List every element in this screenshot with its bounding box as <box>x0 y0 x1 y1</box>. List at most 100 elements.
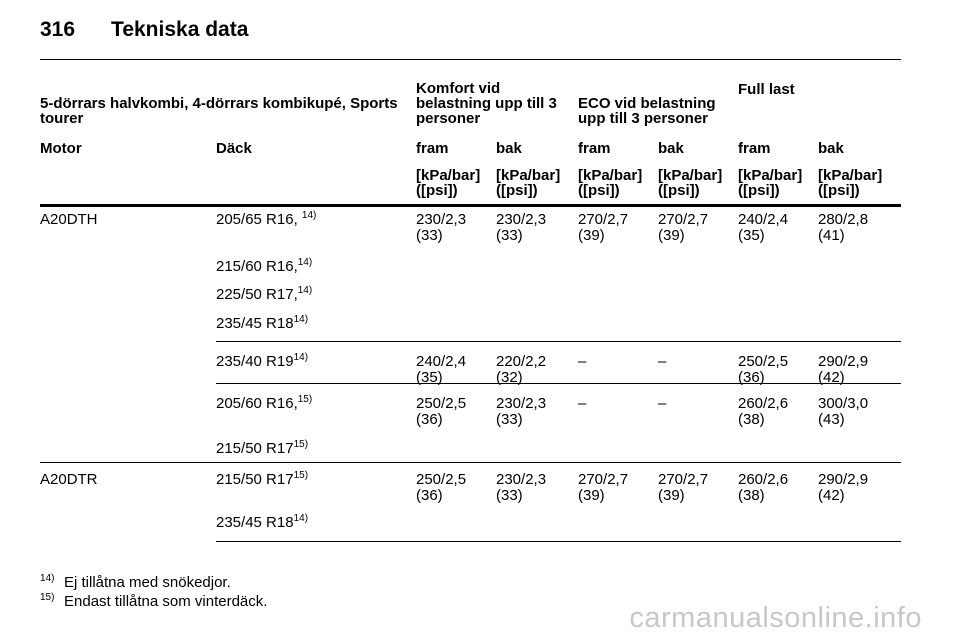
pressure-psi: (39) <box>658 227 685 244</box>
pressure-cell: 230/2,3 (33) <box>416 212 466 244</box>
motor-cell: A20DTH <box>40 211 98 228</box>
unit-line-2: ([psi]) <box>818 182 860 199</box>
tyre-cell: 205/65 R16, 14) <box>216 211 316 228</box>
unit-line-1: [kPa/bar] <box>496 167 561 184</box>
page-title: Tekniska data <box>111 18 249 41</box>
unit-line-1: [kPa/bar] <box>738 167 803 184</box>
tyre-size: 235/45 R18 <box>216 315 294 332</box>
footnote-ref: 14) <box>297 285 313 296</box>
pressure-cell: 270/2,7 (39) <box>658 472 708 504</box>
pressure-value: 250/2,5 <box>416 471 467 488</box>
tyre-size: 235/40 R19 <box>216 353 294 370</box>
pressure-value: 270/2,7 <box>578 211 629 228</box>
pressure-value: 230/2,3 <box>496 395 547 412</box>
tyre-size: 205/60 R16, <box>216 395 298 412</box>
pressure-cell: 260/2,6 (38) <box>738 472 788 504</box>
tyre-size: 215/60 R16, <box>216 258 298 275</box>
pressure-psi: (39) <box>578 487 605 504</box>
pressure-cell: 270/2,7 (39) <box>658 212 708 244</box>
pressure-psi: (39) <box>578 227 605 244</box>
pressure-value: 260/2,6 <box>738 471 789 488</box>
unit-line-2: ([psi]) <box>496 182 538 199</box>
unit-header: [kPa/bar] ([psi]) <box>818 168 898 198</box>
unit-line-2: ([psi]) <box>416 182 458 199</box>
pressure-cell: 230/2,3 (33) <box>496 212 546 244</box>
eco-group-header: ECO vid belastning upp till 3 personer <box>578 95 716 127</box>
motor-column-header: Motor <box>40 140 82 157</box>
pressure-psi: (36) <box>416 411 443 428</box>
pressure-psi: (36) <box>416 487 443 504</box>
tyre-cell: 235/40 R1914) <box>216 352 309 370</box>
footnote-ref: 14) <box>293 314 309 325</box>
motor-cell: A20DTR <box>40 471 98 488</box>
pressure-value: 290/2,9 <box>818 353 869 370</box>
unit-line-2: ([psi]) <box>658 182 700 199</box>
unit-header: [kPa/bar] ([psi]) <box>416 168 496 198</box>
pressure-cell: 220/2,2 (32) <box>496 354 546 386</box>
footnote-ref: 14) <box>293 352 309 363</box>
pressure-value: 270/2,7 <box>578 471 629 488</box>
pressure-cell: 250/2,5 (36) <box>416 472 466 504</box>
pressure-value: 270/2,7 <box>658 211 709 228</box>
tyre-cell: 235/45 R1814) <box>216 513 309 531</box>
pressure-value: 270/2,7 <box>658 471 709 488</box>
pressure-cell: 270/2,7 (39) <box>578 472 628 504</box>
pressure-value: 300/3,0 <box>818 395 869 412</box>
footnote-ref: 15) <box>293 439 309 450</box>
front-axle-header: fram <box>738 140 771 157</box>
pressure-psi: (33) <box>496 487 523 504</box>
tyre-cell: 215/60 R16,14) <box>216 257 313 275</box>
comfort-group-header: Komfort vid belastning upp till 3 person… <box>416 80 557 127</box>
pressure-cell: 240/2,4 (35) <box>416 354 466 386</box>
pressure-psi: (36) <box>738 369 765 386</box>
page-header: 316 Tekniska data <box>40 18 248 42</box>
header-rule <box>40 59 901 60</box>
pressure-value: 240/2,4 <box>738 211 789 228</box>
pressure-cell: 250/2,5 (36) <box>416 396 466 428</box>
watermark: carmanualsonline.info <box>629 602 922 634</box>
pressure-value: 260/2,6 <box>738 395 789 412</box>
unit-line-1: [kPa/bar] <box>416 167 481 184</box>
footnote-ref: 15) <box>297 394 313 405</box>
pressure-psi: (39) <box>658 487 685 504</box>
tyre-size: 215/50 R17 <box>216 440 294 457</box>
unit-header: [kPa/bar] ([psi]) <box>738 168 818 198</box>
footnote-15: 15) Endast tillåtna som vinterdäck. <box>40 592 268 610</box>
row-separator <box>216 541 901 542</box>
unit-line-1: [kPa/bar] <box>658 167 723 184</box>
footnote-ref: 15) <box>293 470 309 481</box>
pressure-cell: – <box>578 396 586 412</box>
pressure-psi: (42) <box>818 369 845 386</box>
pressure-value: 250/2,5 <box>416 395 467 412</box>
pressure-cell: – <box>578 354 586 370</box>
full-load-group-header: Full last <box>738 81 795 98</box>
tyre-size: 215/50 R17 <box>216 471 294 488</box>
pressure-psi: (43) <box>818 411 845 428</box>
unit-line-2: ([psi]) <box>738 182 780 199</box>
pressure-value: 230/2,3 <box>496 471 547 488</box>
pressure-value: 220/2,2 <box>496 353 547 370</box>
pressure-psi: (42) <box>818 487 845 504</box>
pressure-psi: (41) <box>818 227 845 244</box>
tyre-size: 225/50 R17, <box>216 286 298 303</box>
footnote-ref: 14) <box>297 257 313 268</box>
rear-axle-header: bak <box>818 140 844 157</box>
unit-line-1: [kPa/bar] <box>578 167 643 184</box>
pressure-cell: 300/3,0 (43) <box>818 396 868 428</box>
unit-line-1: [kPa/bar] <box>818 167 883 184</box>
row-separator <box>216 383 901 384</box>
table-header-rule <box>40 204 901 207</box>
pressure-value: 250/2,5 <box>738 353 789 370</box>
pressure-cell: – <box>658 396 666 412</box>
row-separator <box>40 462 901 463</box>
row-separator <box>216 341 901 342</box>
unit-header: [kPa/bar] ([psi]) <box>496 168 576 198</box>
page-number: 316 <box>40 18 76 41</box>
pressure-psi: (33) <box>496 227 523 244</box>
pressure-psi: (38) <box>738 487 765 504</box>
footnote-ref: 14) <box>293 513 309 524</box>
tyre-cell: 215/50 R1715) <box>216 470 309 488</box>
pressure-psi: (33) <box>416 227 443 244</box>
pressure-psi: (35) <box>416 369 443 386</box>
pressure-value: – <box>578 395 587 412</box>
